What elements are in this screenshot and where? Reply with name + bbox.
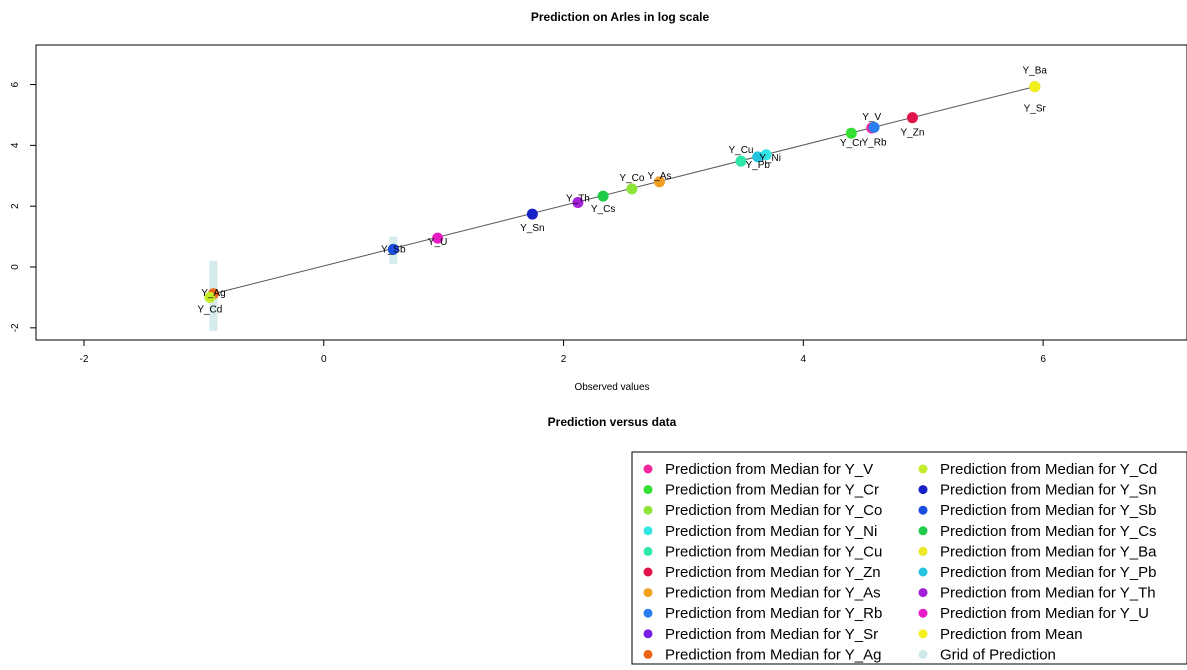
- legend-item-label: Prediction from Median for Y_Cu: [665, 543, 882, 560]
- legend-marker: [643, 526, 653, 536]
- x-axis: -2 0 2 4 6: [80, 339, 1046, 365]
- legend-marker: [643, 485, 653, 495]
- y-axis: -2 0 2 4 6: [10, 81, 37, 332]
- legend-marker: [643, 588, 653, 598]
- legend-item-label: Prediction from Median for Y_U: [940, 605, 1149, 622]
- y-tick-label: 4: [10, 142, 21, 148]
- legend-item-label: Prediction from Median for Y_Cs: [940, 523, 1156, 540]
- legend-item-label: Prediction from Median for Y_Th: [940, 585, 1156, 602]
- point-label: Y_Cd: [197, 304, 222, 315]
- point-y-zn: [906, 112, 918, 124]
- legend-marker: [643, 464, 653, 474]
- legend-item-label: Prediction from Median for Y_Pb: [940, 564, 1157, 581]
- legend-marker: [918, 485, 928, 495]
- legend-item-label: Prediction from Median for Y_Sr: [665, 626, 878, 643]
- point-mean: [1029, 81, 1041, 93]
- point-label: Y_V: [862, 112, 881, 123]
- point-y-sn: [526, 208, 538, 220]
- legend-item-label: Prediction from Mean: [940, 626, 1083, 643]
- legend-marker: [643, 505, 653, 515]
- point-label: Y_Cu: [728, 145, 753, 156]
- point-label: Y_Sb: [381, 244, 406, 255]
- legend-item-label: Prediction from Median for Y_V: [665, 461, 873, 478]
- y-tick-label: 6: [10, 81, 21, 87]
- point-y-cu: [735, 155, 747, 167]
- point-y-co: [626, 183, 638, 195]
- point-label: Y_Zn: [900, 128, 924, 139]
- legend-marker: [918, 546, 928, 556]
- legend-marker: [918, 649, 928, 659]
- legend-item-label: Prediction from Median for Y_As: [665, 585, 881, 602]
- point-y-pb: [752, 151, 764, 163]
- legend-item-label: Prediction from Median for Y_Sn: [940, 482, 1157, 499]
- point-label: Y_As: [648, 171, 672, 182]
- legend-item-label: Grid of Prediction: [940, 646, 1056, 663]
- legend: Prediction from Median for Y_V Prediction…: [643, 461, 1157, 663]
- legend-item-label: Prediction from Median for Y_Cd: [940, 461, 1157, 478]
- point-label: Y_Ni: [759, 153, 781, 164]
- point-y-sb: [387, 243, 399, 255]
- point-y-cr: [845, 127, 857, 139]
- legend-item-label: Prediction from Median for Y_Ag: [665, 646, 882, 663]
- x-tick-label: -2: [80, 354, 89, 365]
- legend-marker: [918, 608, 928, 618]
- y-tick-label: -2: [10, 323, 21, 332]
- point-label: Y_Co: [619, 173, 644, 184]
- legend-item-label: Prediction from Median for Y_Ni: [665, 523, 877, 540]
- x-tick-label: 2: [561, 354, 567, 365]
- point-label: Y_Pb: [746, 160, 771, 171]
- point-labels-layer: Y_V Y_Cr Y_Co Y_Ni Y_Cu Y_Zn Y_As Y_Rb Y_Sr Y_Ag Y…: [197, 66, 1047, 316]
- y-tick-label: 0: [10, 264, 21, 270]
- legend-marker: [643, 608, 653, 618]
- x-tick-label: 6: [1040, 354, 1046, 365]
- point-label: Y_Ba: [1022, 66, 1047, 77]
- point-label: Y_U: [428, 237, 447, 248]
- legend-marker: [918, 629, 928, 639]
- point-label: Y_Cr: [840, 138, 863, 149]
- point-y-ni: [760, 149, 772, 161]
- legend-marker: [918, 464, 928, 474]
- point-y-th: [572, 197, 584, 209]
- legend-item-label: Prediction from Median for Y_Cr: [665, 482, 879, 499]
- grid-of-prediction-layer: [209, 236, 398, 331]
- y-tick-label: 2: [10, 203, 21, 209]
- point-label: Y_Th: [566, 194, 590, 205]
- point-label: Y_Sr: [1024, 104, 1047, 115]
- legend-marker: [918, 505, 928, 515]
- trend-line-layer: [213, 86, 1035, 295]
- legend-item-label: Prediction from Median for Y_Rb: [665, 605, 882, 622]
- point-label: Y_Rb: [862, 137, 887, 148]
- legend-title: Prediction versus data: [548, 415, 677, 429]
- trend-line: [213, 86, 1035, 295]
- point-label: Y_Ag: [201, 288, 225, 299]
- legend-marker: [918, 567, 928, 577]
- x-tick-label: 4: [801, 354, 807, 365]
- points-layer: [204, 81, 1041, 303]
- legend-item-label: Prediction from Median for Y_Co: [665, 502, 882, 519]
- x-tick-label: 0: [321, 354, 327, 365]
- legend-item-label: Prediction from Median for Y_Zn: [665, 564, 881, 581]
- point-y-cs: [597, 190, 609, 202]
- chart-title: Prediction on Arles in log scale: [531, 10, 710, 24]
- point-label: Y_Sn: [520, 223, 544, 234]
- legend-marker: [643, 649, 653, 659]
- point-label: Y_Cs: [591, 204, 615, 215]
- legend-marker: [643, 629, 653, 639]
- x-axis-label: Observed values: [574, 382, 649, 393]
- point-y-u: [432, 232, 444, 244]
- legend-item-label: Prediction from Median for Y_Ba: [940, 543, 1157, 560]
- point-y-rb: [868, 121, 880, 133]
- legend-item-label: Prediction from Median for Y_Sb: [940, 502, 1157, 519]
- legend-marker: [643, 546, 653, 556]
- legend-box: [631, 451, 1187, 665]
- legend-marker: [643, 567, 653, 577]
- point-y-cd: [204, 291, 216, 303]
- point-y-as: [653, 176, 665, 188]
- legend-marker: [918, 588, 928, 598]
- legend-marker: [918, 526, 928, 536]
